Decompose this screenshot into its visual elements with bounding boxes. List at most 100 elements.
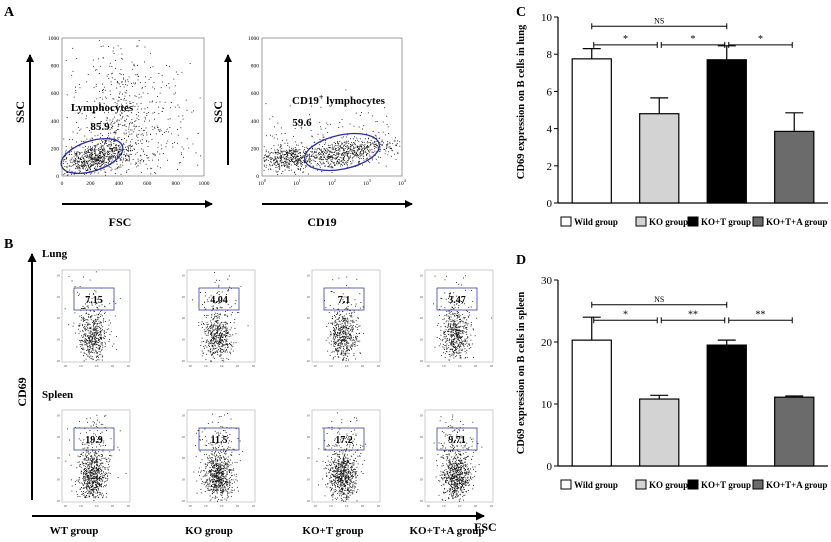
- scatter-dot: [339, 122, 341, 123]
- scatter-dot: [304, 165, 306, 167]
- scatter-dot: [323, 150, 325, 152]
- scatter-dot: [343, 162, 345, 164]
- flow-dot: [90, 336, 92, 338]
- flow-dot: [82, 348, 83, 350]
- flow-dot: [358, 333, 360, 334]
- flow-dot: [220, 340, 222, 342]
- scatter-dot: [124, 98, 125, 99]
- scatter-dot: [337, 142, 338, 144]
- scatter-dot: [335, 158, 337, 160]
- scatter-dot: [341, 157, 343, 159]
- flow-dot: [334, 341, 336, 343]
- scatter-dot: [180, 121, 182, 123]
- flow-dot: [214, 316, 216, 318]
- flow-dot: [328, 322, 329, 324]
- flow-dot: [216, 335, 218, 337]
- flow-dot: [93, 335, 95, 336]
- scatter-dot: [321, 152, 323, 153]
- scatter-dot: [96, 157, 97, 159]
- flow-dot: [94, 496, 96, 498]
- flow-dot: [456, 332, 458, 333]
- flow-x-tick: 10: [127, 504, 131, 508]
- y-tick-label: 1000: [248, 36, 259, 42]
- flow-dot: [358, 325, 360, 327]
- scatter-dot: [114, 116, 115, 118]
- scatter-dot: [311, 135, 313, 137]
- scatter-dot: [94, 162, 96, 164]
- scatter-dot: [113, 143, 115, 144]
- flow-dot: [94, 320, 96, 322]
- scatter-dot: [386, 144, 388, 145]
- flow-dot: [453, 322, 454, 324]
- flow-dot: [213, 343, 214, 345]
- flow-dot: [223, 331, 225, 333]
- flow-dot: [94, 329, 95, 331]
- scatter-dot: [90, 122, 92, 124]
- flow-dot: [450, 342, 451, 344]
- flow-dot: [207, 301, 209, 302]
- scatter-dot: [148, 141, 150, 143]
- flow-dot: [215, 351, 217, 353]
- scatter-dot: [286, 159, 288, 161]
- scatter-dot: [304, 147, 306, 149]
- flow-dot: [462, 332, 463, 334]
- scatter-dot: [266, 155, 268, 157]
- scatter-dot: [330, 163, 332, 165]
- flow-dot: [459, 343, 461, 345]
- flow-dot: [335, 324, 337, 326]
- flow-dot: [87, 313, 89, 315]
- flow-dot: [454, 321, 455, 323]
- flow-dot: [192, 299, 193, 301]
- flow-dot: [337, 356, 339, 357]
- flow-dot: [465, 352, 467, 354]
- scatter-dot: [337, 147, 339, 148]
- flow-dot: [216, 332, 218, 333]
- scatter-dot: [109, 148, 111, 150]
- flow-dot: [338, 350, 340, 352]
- flow-dot: [346, 347, 348, 349]
- flow-dot: [355, 305, 356, 307]
- flow-dot: [98, 483, 100, 485]
- scatter-dot: [111, 110, 112, 112]
- scatter-dot: [378, 150, 380, 152]
- flow-x-tick: 10: [313, 364, 317, 368]
- flow-dot: [223, 344, 225, 346]
- scatter-dot: [338, 149, 340, 151]
- scatter-dot: [95, 160, 97, 161]
- flow-dot: [340, 352, 342, 354]
- flow-dot: [452, 329, 454, 331]
- scatter-dot: [294, 150, 296, 151]
- flow-dot: [108, 341, 110, 342]
- scatter-dot: [334, 158, 336, 160]
- flow-dot: [446, 345, 447, 347]
- flow-dot: [338, 324, 340, 325]
- scatter-dot: [109, 65, 111, 67]
- scatter-dot: [114, 147, 116, 149]
- flow-dot: [353, 321, 355, 323]
- scatter-dot: [103, 164, 105, 166]
- scatter-dot: [326, 158, 328, 160]
- scatter-dot: [294, 151, 296, 153]
- flow-dot: [359, 293, 361, 295]
- scatter-dot: [377, 147, 379, 149]
- flow-dot: [453, 344, 455, 346]
- scatter-dot: [350, 150, 352, 152]
- flow-dot: [79, 315, 81, 317]
- scatter-dot: [154, 118, 155, 120]
- scatter-dot: [146, 134, 148, 136]
- flow-dot: [218, 325, 220, 327]
- flow-x-tick: 10: [377, 364, 381, 368]
- flow-dot: [101, 494, 102, 496]
- scatter-dot: [379, 146, 381, 148]
- scatter-dot: [312, 166, 314, 168]
- flow-dot: [342, 336, 344, 338]
- flow-dot: [345, 333, 347, 335]
- scatter-dot: [354, 150, 355, 152]
- scatter-dot: [322, 146, 323, 147]
- scatter-dot: [136, 134, 138, 136]
- flow-dot: [96, 357, 98, 358]
- flow-dot: [343, 327, 345, 328]
- flow-dot: [96, 332, 98, 334]
- scatter-dot: [111, 149, 112, 151]
- flow-dot: [83, 307, 84, 309]
